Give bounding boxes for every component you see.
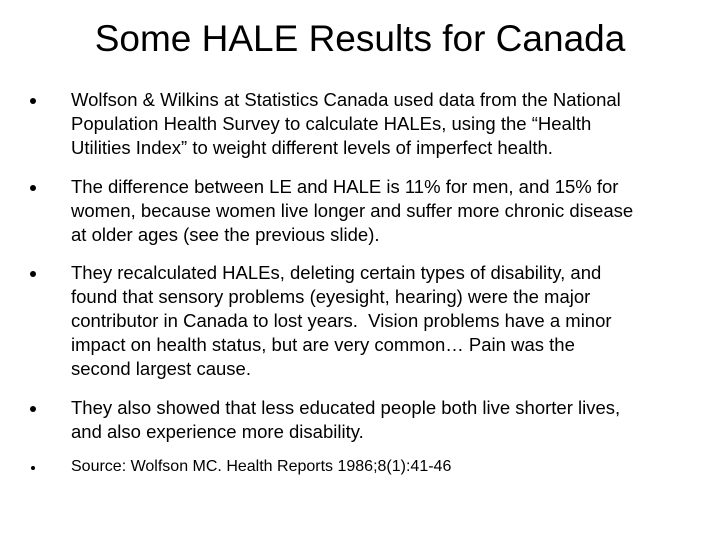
bullet-marker [30, 98, 36, 104]
bullet-text-line: Population Health Survey to calculate HA… [71, 113, 592, 134]
bullet-text-line: contributor in Canada to lost years. Vis… [71, 310, 612, 331]
bullet-text-line: and also experience more disability. [71, 421, 364, 442]
bullet-text-line: at older ages (see the previous slide). [71, 224, 380, 245]
bullet-text-line: The difference between LE and HALE is 11… [71, 176, 619, 197]
bullet-text-line: impact on health status, but are very co… [71, 334, 575, 355]
bullet-text-line: They also showed that less educated peop… [71, 397, 621, 418]
bullet-text-line: Wolfson & Wilkins at Statistics Canada u… [71, 89, 621, 110]
bullet-marker [31, 466, 35, 470]
bullet-text-line: Source: Wolfson MC. Health Reports 1986;… [71, 458, 452, 475]
bullet-marker [30, 185, 36, 191]
slide-title: Some HALE Results for Canada [94, 18, 626, 59]
bullet-text-line: found that sensory problems (eyesight, h… [71, 286, 591, 307]
bullet-marker [30, 271, 36, 277]
bullet-text-line: Utilities Index” to weight different lev… [71, 137, 553, 158]
bullet-text-line: They recalculated HALEs, deleting certai… [71, 262, 602, 283]
bullet-marker [30, 406, 36, 412]
bullet-text-line: second largest cause. [71, 358, 251, 379]
bullet-text-line: women, because women live longer and suf… [71, 200, 634, 221]
